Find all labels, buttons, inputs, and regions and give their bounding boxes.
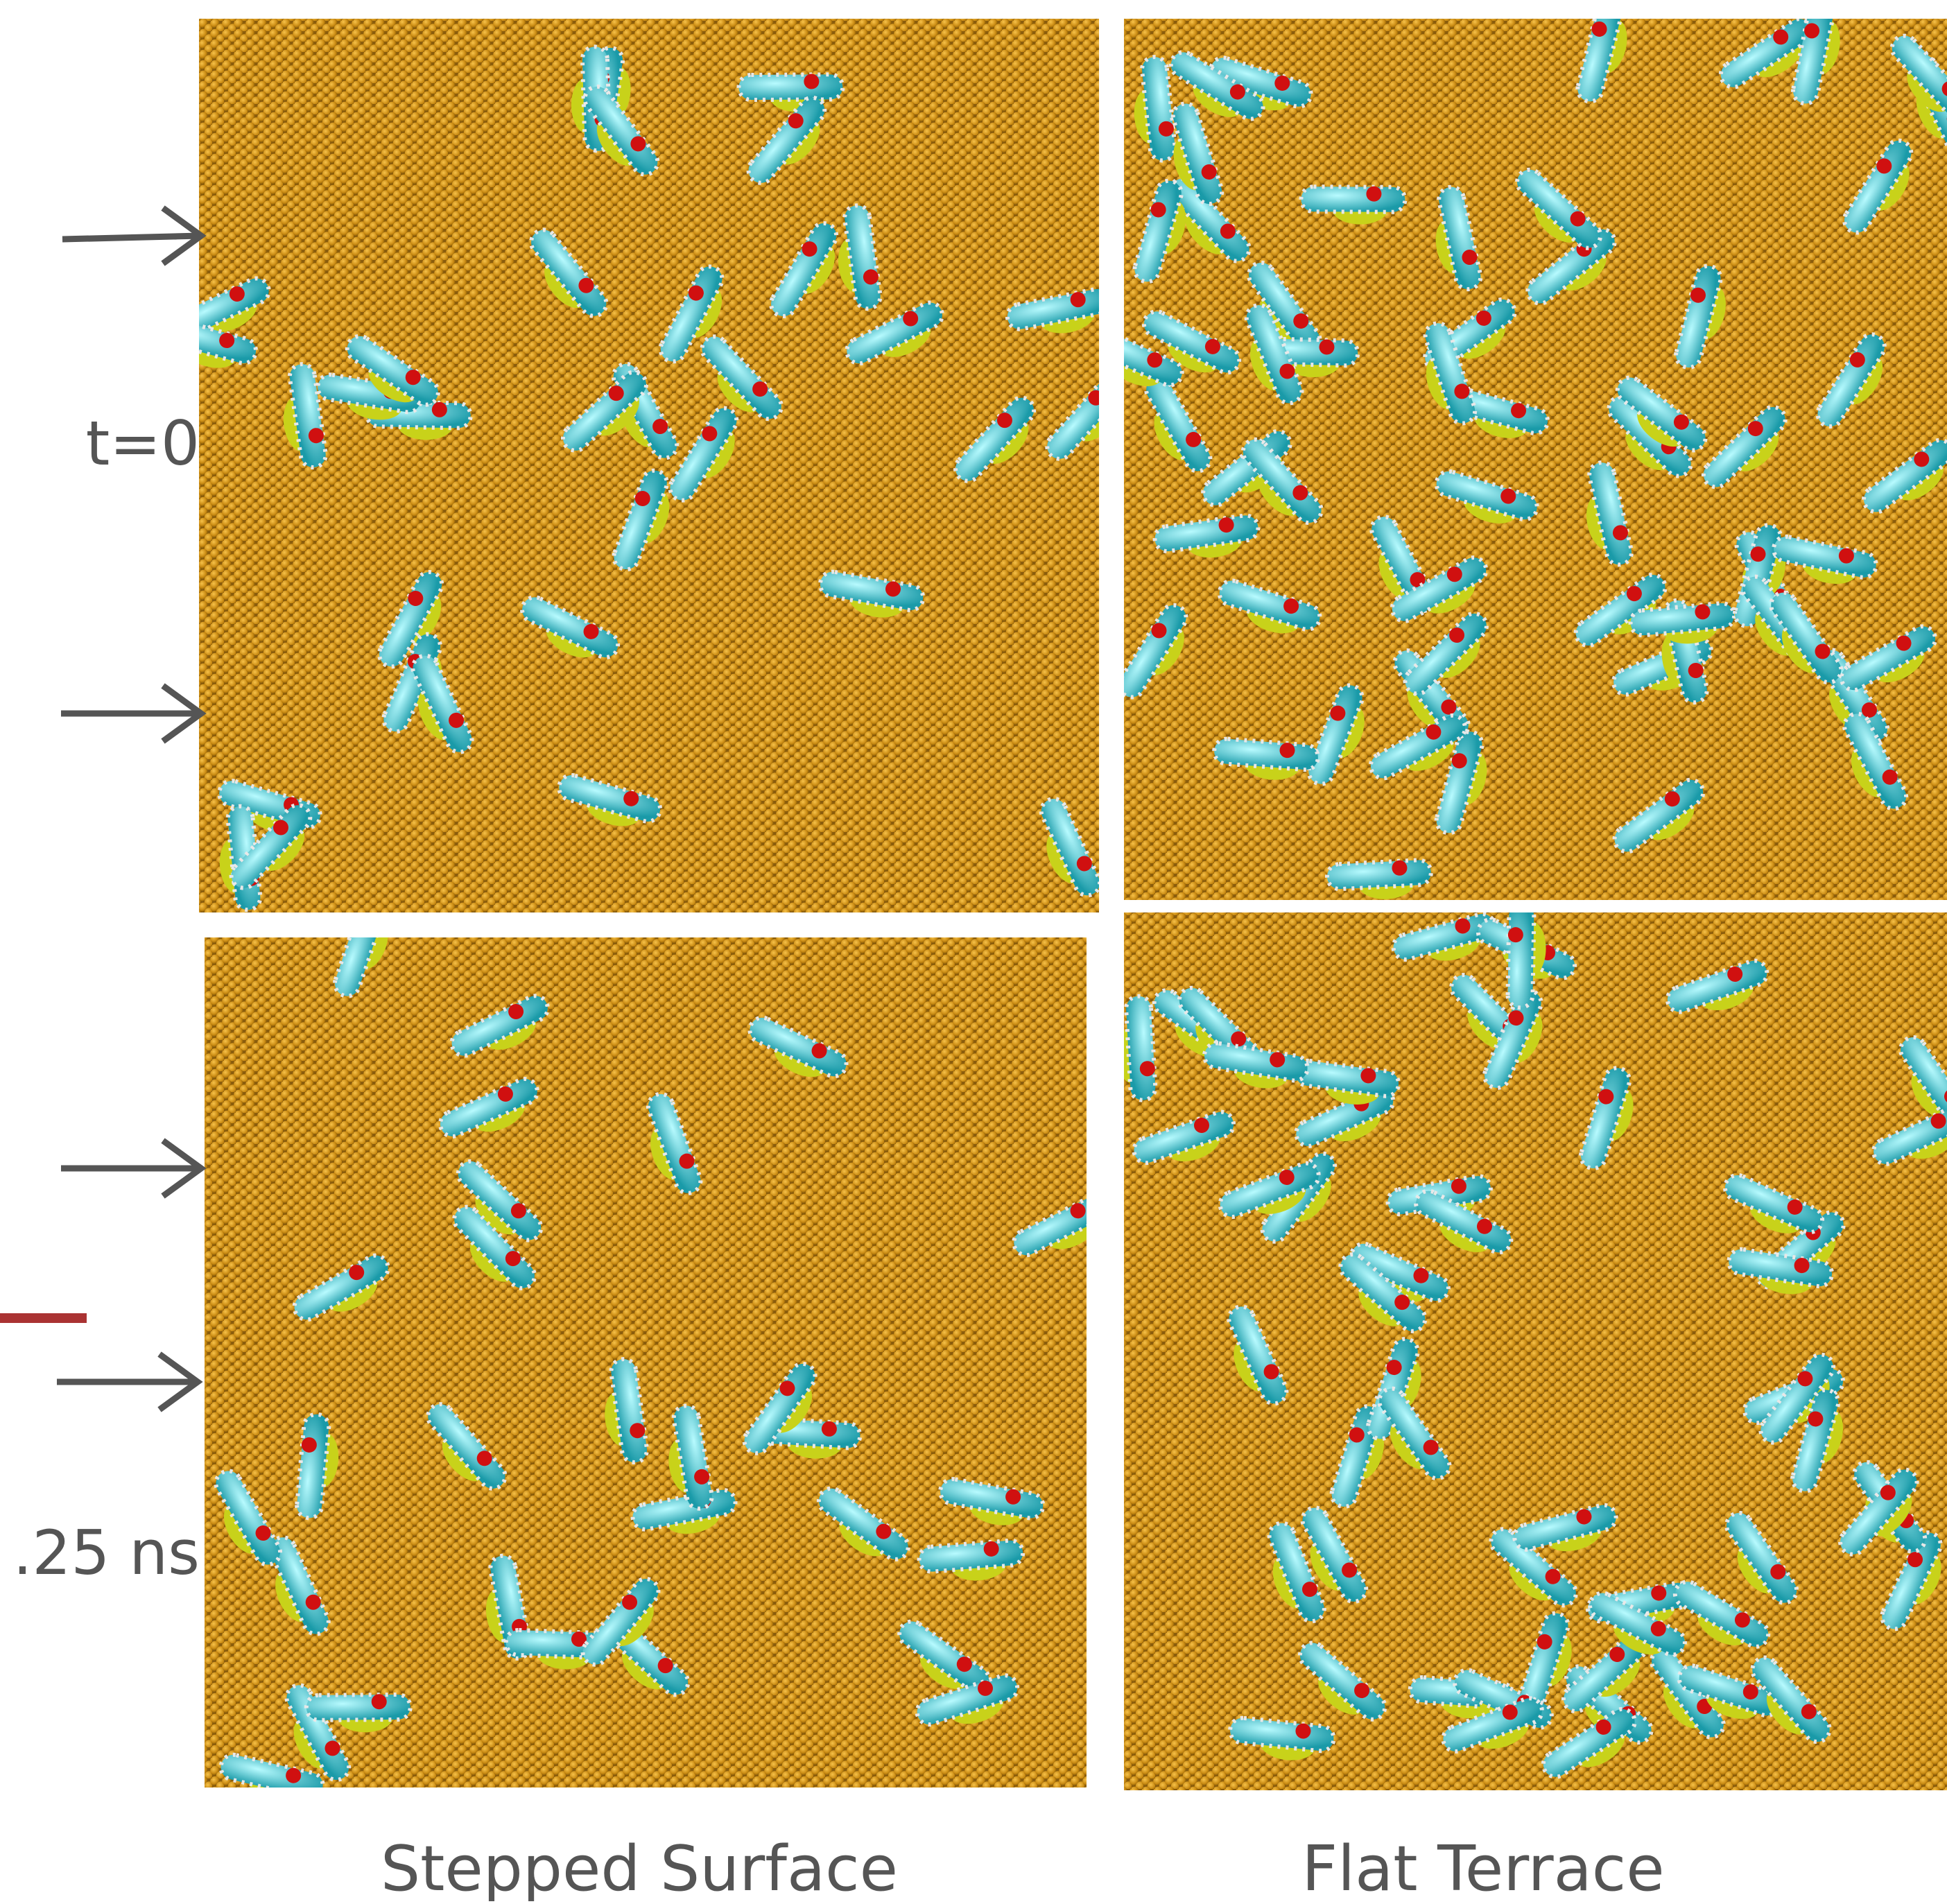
ring-body bbox=[1301, 187, 1405, 212]
column-label: Flat Terrace bbox=[1301, 1833, 1664, 1901]
arrows bbox=[57, 208, 201, 1410]
oxygen bbox=[352, 915, 371, 935]
panel-flat-t0 bbox=[1076, 0, 1947, 902]
row-label: t=0 bbox=[86, 408, 200, 479]
ring-body bbox=[306, 1695, 410, 1720]
ring-body bbox=[1326, 860, 1432, 890]
molecule bbox=[1113, 996, 1157, 1102]
ring-body bbox=[1213, 738, 1319, 770]
figure: t=0 .25 ns Stepped Surface Flat Terrace bbox=[0, 0, 1947, 1901]
oxygen bbox=[1366, 187, 1381, 202]
panel-stepped-late bbox=[200, 892, 1119, 1812]
ring-body bbox=[1507, 903, 1534, 1008]
panel-stepped-t0 bbox=[148, 19, 1139, 912]
oxygen bbox=[804, 73, 819, 89]
ring-body bbox=[738, 74, 842, 100]
red-bar bbox=[0, 1313, 87, 1323]
column-label: Stepped Surface bbox=[381, 1833, 898, 1901]
row-label: .25 ns bbox=[12, 1517, 200, 1589]
oxygen bbox=[372, 1694, 387, 1709]
panel-flat-late bbox=[1113, 903, 1947, 1792]
